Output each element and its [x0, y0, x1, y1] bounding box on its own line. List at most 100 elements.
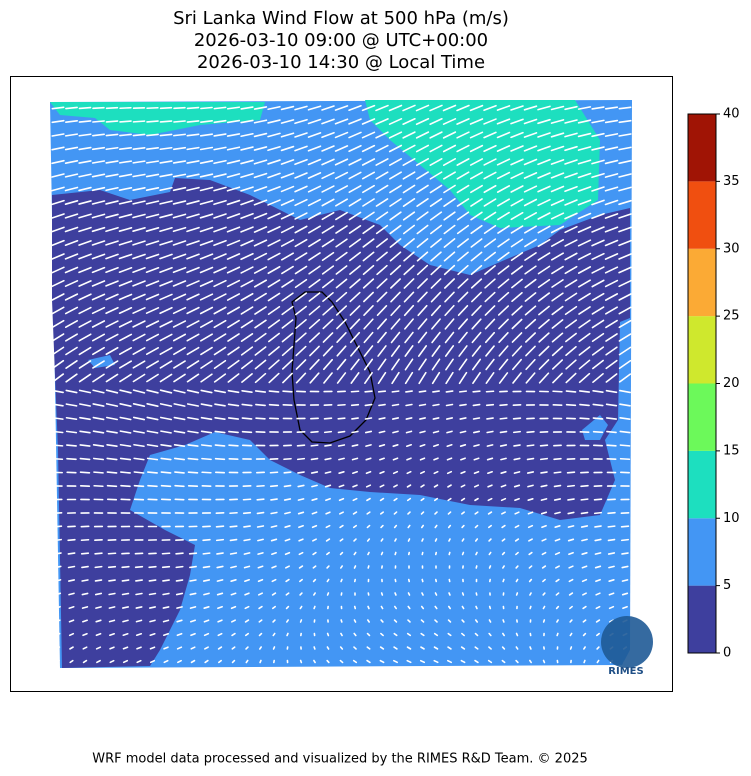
wind-arrow — [186, 200, 200, 205]
wind-arrow — [321, 251, 335, 262]
wind-arrow — [550, 132, 565, 138]
wind-arrow — [510, 158, 524, 166]
wind-arrow — [363, 305, 374, 316]
wind-arrow — [186, 389, 200, 394]
wind-arrow — [202, 538, 211, 542]
wind-arrow — [618, 293, 632, 301]
wind-arrow — [524, 292, 537, 302]
wind-arrow — [604, 213, 619, 219]
wind-arrow — [500, 471, 507, 474]
wind-arrow — [474, 497, 479, 502]
wind-arrow — [280, 225, 295, 234]
wind-arrow — [95, 606, 102, 609]
wind-arrow — [297, 471, 305, 474]
wind-arrow — [594, 525, 602, 528]
wind-arrow — [135, 619, 143, 623]
wind-arrow — [67, 538, 76, 542]
wind-arrow — [161, 565, 171, 569]
wind-arrow — [444, 318, 455, 330]
wind-arrow — [390, 304, 401, 317]
wind-arrow — [282, 390, 293, 393]
wind-arrow — [244, 578, 250, 583]
wind-arrow — [621, 552, 629, 555]
wind-arrow — [322, 332, 334, 343]
wind-arrow — [457, 304, 469, 317]
wind-arrow — [537, 225, 551, 234]
wind-arrow — [92, 346, 105, 356]
wind-arrow — [334, 105, 349, 111]
wind-arrow — [418, 390, 427, 393]
wind-arrow — [606, 430, 617, 434]
wind-arrow — [377, 358, 387, 371]
wind-arrow — [51, 186, 65, 192]
wind-arrow — [443, 264, 456, 276]
wind-arrow — [105, 106, 119, 110]
wind-arrow — [511, 305, 523, 316]
wind-arrow — [136, 646, 142, 650]
wind-arrow — [403, 304, 415, 317]
wind-arrow — [105, 186, 119, 192]
wind-arrow — [256, 484, 265, 488]
wind-arrow — [308, 305, 321, 316]
wind-arrow — [567, 538, 575, 542]
wind-arrow — [186, 106, 200, 110]
wind-arrow — [336, 318, 347, 330]
wind-arrow — [253, 199, 268, 206]
wind-arrow — [200, 106, 213, 110]
wind-arrow — [78, 373, 92, 383]
wind-arrow — [348, 171, 362, 180]
wind-arrow — [593, 498, 603, 501]
wind-arrow — [444, 278, 455, 289]
wind-arrow — [375, 104, 389, 112]
wind-arrow — [406, 497, 412, 502]
wind-arrow — [132, 347, 146, 355]
wind-arrow — [159, 160, 173, 164]
wind-arrow — [471, 331, 482, 344]
wind-arrow — [565, 359, 577, 370]
wind-arrow — [190, 659, 196, 664]
wind-arrow — [564, 159, 578, 165]
wind-arrow — [51, 226, 65, 233]
wind-arrow — [564, 292, 578, 302]
wind-arrow — [470, 278, 483, 289]
wind-arrow — [529, 605, 532, 610]
wind-arrow — [475, 605, 478, 610]
title-line: 2026-03-10 09:00 @ UTC+00:00 — [194, 30, 488, 51]
wind-arrow — [554, 551, 561, 556]
wind-arrow — [312, 565, 317, 569]
wind-arrow — [487, 497, 493, 502]
wind-arrow — [135, 632, 143, 637]
wind-arrow — [470, 211, 483, 221]
wind-arrow — [618, 253, 632, 260]
colorbar-band — [688, 248, 716, 317]
wind-arrow — [216, 565, 224, 569]
wind-arrow — [52, 389, 64, 394]
wind-arrow — [392, 470, 399, 475]
wind-arrow — [241, 403, 253, 407]
wind-arrow — [226, 173, 241, 178]
wind-arrow — [145, 333, 160, 342]
wind-arrow — [244, 605, 250, 610]
wind-arrow — [501, 659, 506, 664]
wind-arrow — [618, 106, 632, 110]
wind-arrow — [445, 390, 454, 393]
wind-arrow — [537, 132, 551, 138]
wind-arrow — [537, 212, 551, 220]
wind-arrow — [363, 331, 374, 344]
wind-arrow — [443, 211, 456, 221]
wind-arrow — [448, 551, 451, 556]
wind-arrow — [267, 105, 281, 111]
wind-arrow — [51, 213, 65, 219]
wind-arrow — [483, 198, 497, 207]
wind-arrow — [378, 430, 386, 434]
wind-arrow — [106, 484, 118, 488]
wind-arrow — [321, 105, 335, 111]
wind-arrow — [159, 333, 173, 342]
wind-arrow — [350, 358, 360, 371]
wind-arrow — [213, 266, 227, 274]
wind-arrow — [326, 551, 330, 556]
wind-arrow — [199, 293, 214, 301]
colorbar-band — [688, 316, 716, 384]
wind-arrow — [122, 632, 129, 637]
wind-arrow — [240, 239, 254, 247]
